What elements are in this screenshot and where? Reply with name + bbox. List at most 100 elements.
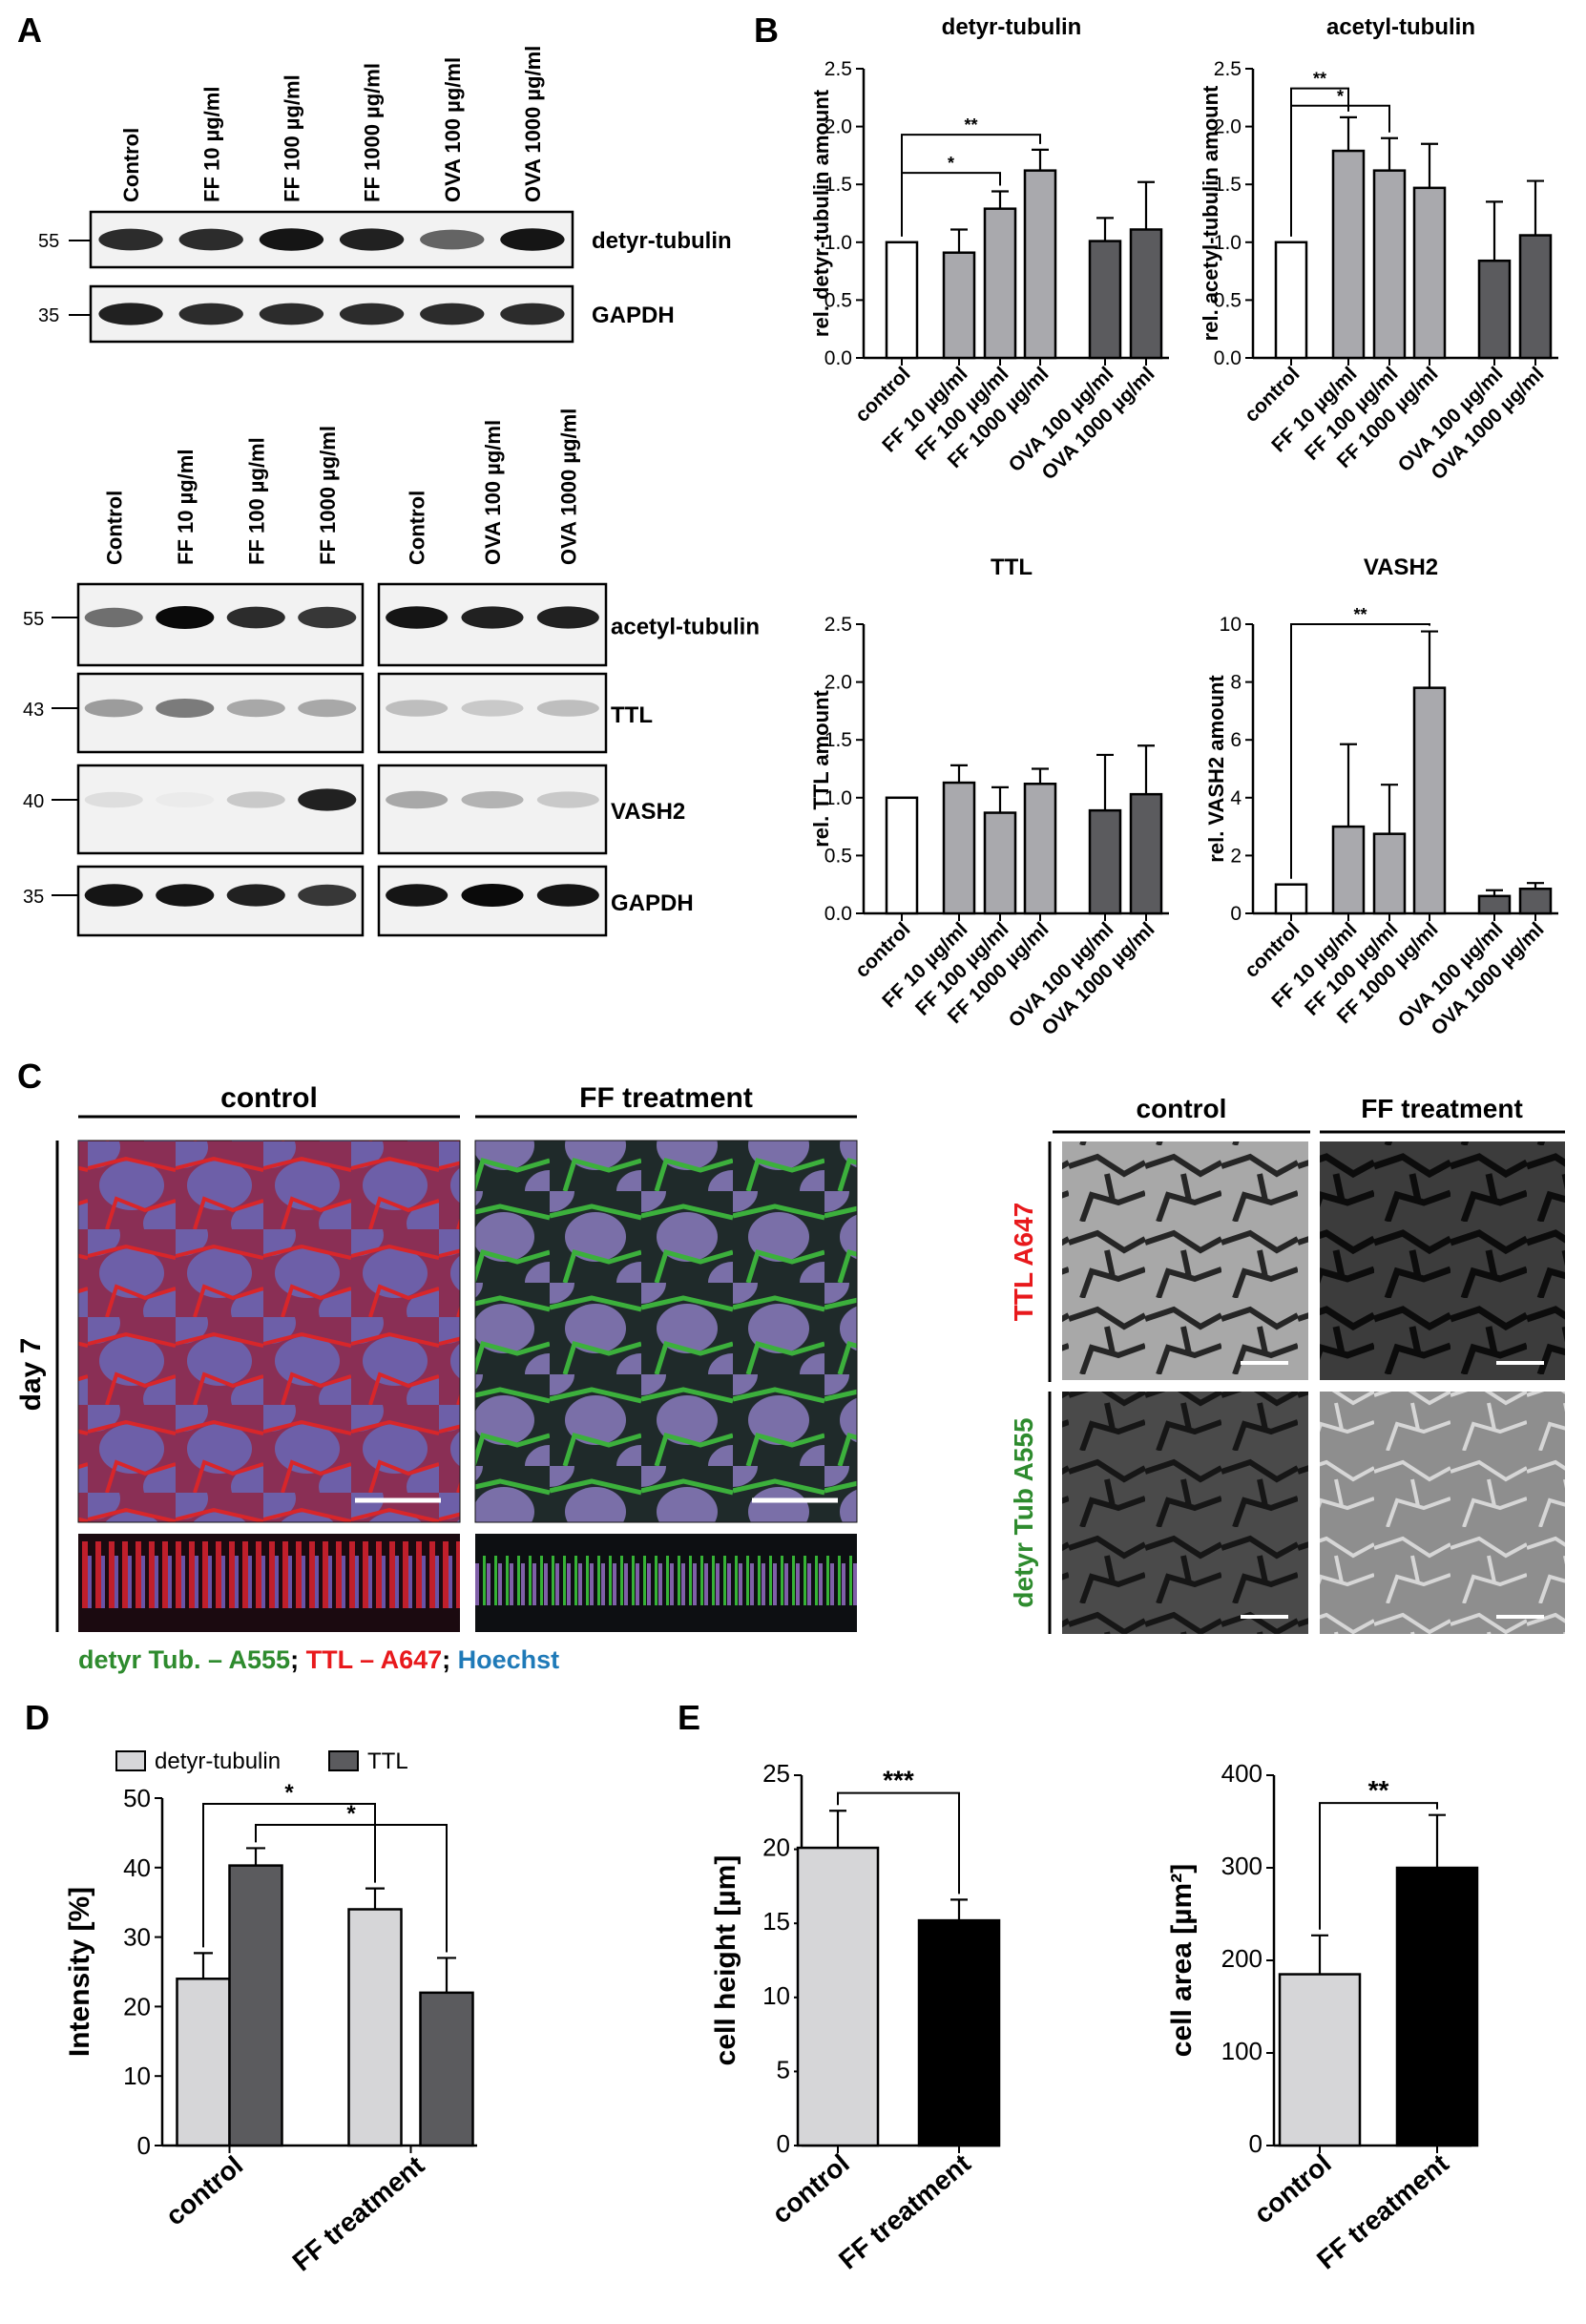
bar [983, 207, 1017, 360]
y-tick-label: 2 [1230, 845, 1242, 867]
y-axis-label: rel. acetyl-tubulin amount [1199, 85, 1222, 341]
blot-band [536, 791, 599, 808]
blot-band [226, 884, 285, 907]
lane-label: FF 100 µg/ml [244, 437, 268, 565]
blot-row-label: VASH2 [611, 799, 685, 825]
x-tick-label: FF treatment [833, 2148, 976, 2275]
blot-row-label: TTL [611, 702, 653, 728]
blot-band [84, 791, 143, 808]
bar [942, 251, 976, 360]
bar [1278, 1973, 1362, 2147]
blot-band [420, 229, 485, 250]
gray-ttl-control [1062, 1141, 1308, 1380]
legend-swatch [115, 1750, 146, 1771]
significance-bracket [901, 134, 1041, 237]
y-tick-label: 0 [777, 2129, 790, 2158]
bar [1477, 894, 1512, 915]
significance-label: *** [883, 1766, 914, 1795]
y-tick-label: 0.5 [1214, 289, 1242, 311]
x-tick-label: FF treatment [287, 2150, 430, 2277]
mw-marker: 35 [23, 887, 44, 908]
y-tick-label: 10 [1220, 614, 1242, 636]
blot-band [156, 699, 215, 718]
gray-row-detyr: detyr Tub A555 [1009, 1417, 1038, 1607]
bar [1372, 832, 1407, 915]
y-tick-label: 1.0 [824, 787, 852, 809]
blot-band [386, 790, 449, 809]
y-tick-label: 2.5 [1214, 58, 1242, 80]
significance-label: * [346, 1801, 356, 1827]
chart-detyr-tubulin: detyr-tubulin 0.0 0.5 1.0 1.5 2.0 2.5 rel. dety… [809, 14, 1169, 484]
mw-marker: 40 [23, 791, 44, 812]
lane-label: Control [406, 491, 429, 565]
western-blot-bottom: Control FF 10 µg/ml FF 100 µg/ml FF 1000 µg… [23, 408, 760, 937]
significance-label: ** [1368, 1775, 1389, 1805]
panel-label-d: D [25, 1698, 50, 1737]
blot-band [98, 228, 163, 251]
chart-title: detyr-tubulin [942, 14, 1082, 40]
x-tick-label: control [1248, 2148, 1337, 2230]
western-blot-top: Control FF 10 µg/ml FF 100 µg/ml FF 1000 µg… [38, 46, 732, 344]
blot-band [461, 606, 524, 629]
gray-row-ttl: TTL A647 [1009, 1203, 1038, 1321]
blot-band [386, 884, 449, 907]
blot-band [298, 699, 357, 718]
lane-label: Control [102, 491, 126, 565]
blot-row-label: GAPDH [592, 303, 675, 328]
significance-bracket [255, 1824, 448, 1953]
significance-label: ** [1353, 605, 1367, 624]
bar [1274, 241, 1308, 360]
y-tick-label: 20 [123, 1992, 151, 2020]
bar [1088, 240, 1122, 360]
bar [917, 1918, 1001, 2147]
y-tick-label: 5 [777, 2055, 790, 2083]
lane-label: FF 10 µg/ml [199, 87, 223, 202]
significance-bracket [1290, 87, 1349, 237]
gray-detyr-control [1062, 1392, 1308, 1634]
bar [1372, 169, 1407, 360]
blot-row-label: acetyl-tubulin [611, 615, 760, 640]
significance-bracket [837, 1791, 960, 1895]
bar [1023, 169, 1057, 360]
chart-intensity: 0 10 20 30 40 50 Intensity [%] control FF treatm… [64, 1748, 477, 2277]
micro-legend: detyr Tub. – A555; TTL – A647; Hoechst [78, 1645, 559, 1674]
y-tick-label: 25 [762, 1759, 790, 1788]
y-tick-label: 0 [1230, 903, 1242, 925]
lane-label: Control [119, 128, 143, 202]
micro-col-ff: FF treatment [579, 1082, 753, 1114]
xz-section-ff [475, 1534, 857, 1632]
blot-band [461, 884, 524, 907]
blot-band [339, 303, 405, 325]
legend-label: detyr-tubulin [155, 1748, 281, 1774]
y-tick-label: 0.5 [824, 845, 852, 867]
bar [1023, 783, 1057, 915]
y-tick-label: 4 [1230, 787, 1242, 809]
blot-band [536, 700, 599, 717]
chart-title: TTL [991, 555, 1033, 580]
mw-marker: 43 [23, 700, 44, 721]
xz-section-control [78, 1534, 460, 1632]
y-tick-label: 2.0 [1214, 116, 1242, 138]
y-axis-label: Intensity [%] [64, 1887, 95, 2057]
panel-label-e: E [678, 1698, 700, 1737]
gray-detyr-ff [1320, 1392, 1565, 1634]
bar [1477, 259, 1512, 360]
y-tick-label: 100 [1221, 2037, 1263, 2065]
y-tick-label: 30 [123, 1923, 151, 1952]
significance-label: ** [964, 115, 977, 135]
blot-band [226, 606, 285, 629]
significance-label: * [1337, 87, 1344, 106]
y-tick-label: 2.0 [824, 672, 852, 694]
legend-label: TTL [367, 1748, 408, 1774]
chart-acetyl-tubulin: acetyl-tubulin 0.0 0.5 1.0 1.5 2.0 2.5 rel. ace… [1199, 14, 1558, 484]
y-tick-label: 0.5 [824, 289, 852, 311]
blot-band [298, 606, 357, 629]
bar [1129, 792, 1163, 915]
significance-label: ** [1313, 70, 1326, 89]
blot-band [259, 228, 324, 251]
blot-band [298, 884, 357, 907]
lane-label: FF 1000 µg/ml [361, 63, 385, 202]
bar [885, 796, 919, 915]
